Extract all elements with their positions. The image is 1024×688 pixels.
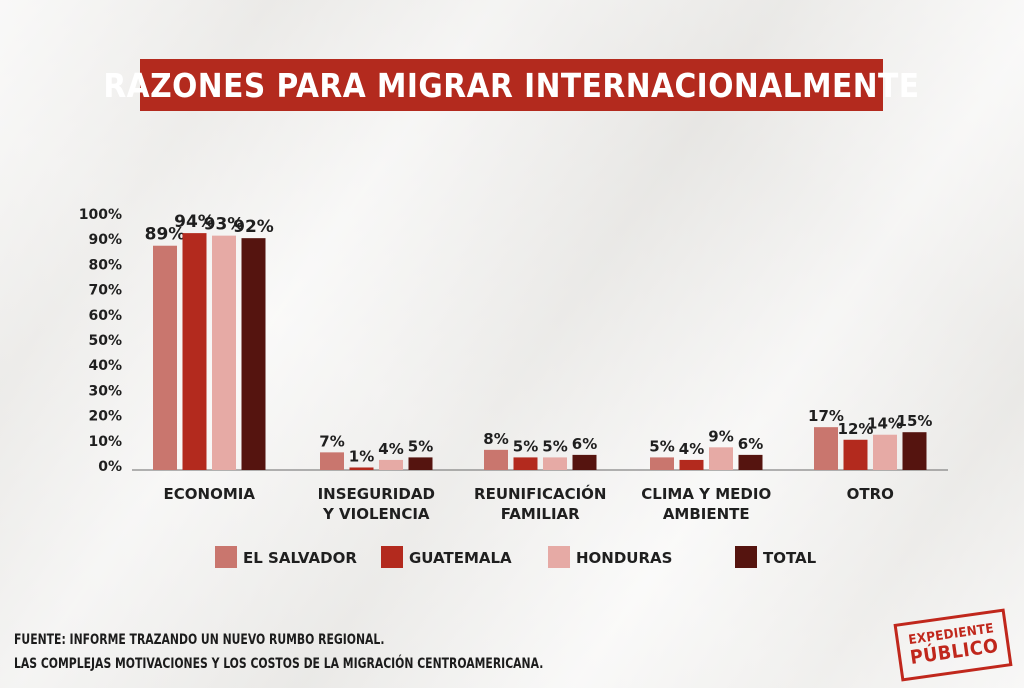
y-tick-label: 50% — [88, 333, 122, 349]
bar-honduras — [212, 235, 236, 470]
y-tick-label: 100% — [79, 207, 122, 223]
source-note: FUENTE: INFORME TRAZANDO UN NUEVO RUMBO … — [14, 628, 629, 676]
legend-label: TOTAL — [763, 549, 817, 567]
data-label: 93% — [204, 215, 245, 235]
bar-guatemala — [843, 439, 868, 470]
bar-guatemala — [349, 467, 374, 470]
data-label: 6% — [572, 435, 597, 453]
data-label: 4% — [679, 440, 704, 458]
data-label: 15% — [897, 412, 933, 430]
data-label: 4% — [378, 440, 403, 458]
bar-honduras — [379, 459, 403, 470]
source-line-1: FUENTE: INFORME TRAZANDO UN NUEVO RUMBO … — [14, 632, 385, 648]
y-tick-label: 30% — [88, 383, 122, 399]
category-label: AMBIENTE — [663, 505, 750, 523]
category-label: INSEGURIDAD — [318, 485, 435, 503]
data-label: 94% — [174, 212, 215, 232]
y-tick-label: 60% — [88, 308, 122, 324]
bar-honduras — [543, 457, 567, 470]
data-label: 7% — [319, 432, 344, 450]
y-tick-label: 80% — [88, 257, 122, 273]
category-label: CLIMA Y MEDIO — [641, 485, 771, 503]
data-label: 6% — [738, 435, 763, 453]
data-label: 89% — [145, 225, 186, 245]
bar-el-salvador — [650, 457, 674, 470]
y-tick-label: 70% — [88, 283, 122, 299]
data-label: 9% — [708, 427, 733, 445]
expediente-publico-logo: EXPEDIENTE PÚBLICO — [893, 608, 1013, 682]
data-label: 12% — [838, 420, 874, 438]
bar-total — [572, 454, 597, 470]
category-label: OTRO — [847, 485, 894, 503]
legend-swatch — [735, 546, 757, 568]
bar-guatemala — [182, 233, 207, 470]
legend-label: GUATEMALA — [409, 549, 512, 567]
legend-swatch — [548, 546, 570, 568]
category-label: REUNIFICACIÓN — [474, 484, 606, 503]
data-label: 92% — [233, 217, 274, 237]
data-label: 5% — [542, 437, 567, 455]
source-line-2: LAS COMPLEJAS MOTIVACIONES Y LOS COSTOS … — [14, 656, 544, 672]
bar-total — [241, 238, 266, 470]
bar-guatemala — [679, 459, 704, 470]
bar-el-salvador — [153, 245, 177, 470]
category-label: FAMILIAR — [501, 505, 580, 523]
y-tick-label: 10% — [88, 434, 122, 450]
chart-title: RAZONES PARA MIGRAR INTERNACIONALMENTE — [103, 65, 920, 105]
legend-swatch — [381, 546, 403, 568]
legend-label: HONDURAS — [576, 549, 672, 567]
bar-honduras — [873, 434, 897, 470]
bar-guatemala — [513, 457, 538, 470]
data-label: 1% — [349, 447, 374, 465]
bar-el-salvador — [484, 449, 508, 470]
bar-total — [408, 457, 433, 470]
data-label: 5% — [649, 437, 674, 455]
data-label: 5% — [408, 437, 433, 455]
legend-swatch — [215, 546, 237, 568]
bar-total — [738, 454, 763, 470]
bar-honduras — [709, 447, 733, 470]
y-tick-label: 20% — [88, 409, 122, 425]
data-label: 5% — [513, 437, 538, 455]
legend-label: EL SALVADOR — [243, 549, 357, 567]
data-label: 8% — [483, 430, 508, 448]
data-label: 14% — [867, 415, 903, 433]
bar-el-salvador — [814, 427, 838, 470]
y-tick-label: 90% — [88, 232, 122, 248]
bar-el-salvador — [320, 452, 344, 470]
bar-chart: 0%10%20%30%40%50%60%70%80%90%100%89%94%9… — [79, 207, 948, 568]
bar-total — [902, 432, 927, 470]
category-label: Y VIOLENCIA — [322, 505, 430, 523]
y-tick-label: 0% — [98, 459, 122, 475]
category-label: ECONOMIA — [164, 485, 256, 503]
y-tick-label: 40% — [88, 358, 122, 374]
title-band: RAZONES PARA MIGRAR INTERNACIONALMENTE — [103, 59, 919, 111]
data-label: 17% — [808, 407, 844, 425]
